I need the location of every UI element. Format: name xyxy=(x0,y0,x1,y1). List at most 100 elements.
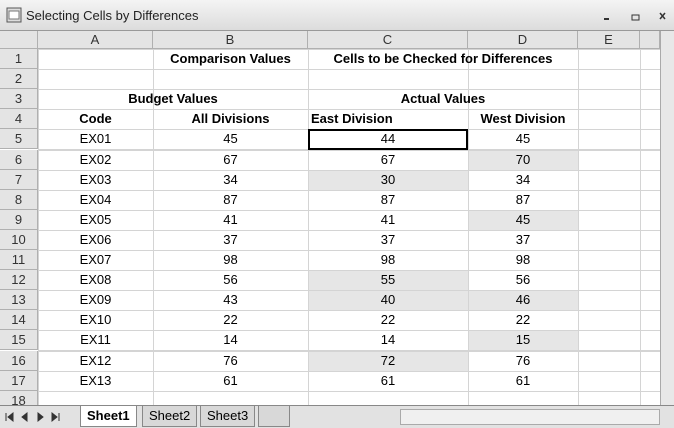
cell-text: 37 xyxy=(515,231,531,247)
cell-text: 98 xyxy=(380,252,396,267)
row-header[interactable]: 6 xyxy=(0,149,38,170)
cell-border xyxy=(640,290,661,312)
cell-border xyxy=(640,250,661,272)
row-header[interactable]: 8 xyxy=(0,189,38,210)
cell-border xyxy=(578,169,641,191)
cell-border xyxy=(640,229,661,251)
horizontal-scrollbar[interactable] xyxy=(400,409,660,425)
cell-border xyxy=(153,69,309,91)
row-header[interactable]: 9 xyxy=(0,209,38,230)
cell-text: 44 xyxy=(380,131,396,147)
cell-border xyxy=(640,109,661,131)
cell-text: EX02 xyxy=(79,151,112,167)
shaded-cell xyxy=(309,271,468,291)
row-header[interactable]: 7 xyxy=(0,169,38,190)
cell-text: 72 xyxy=(380,352,396,368)
row-header[interactable]: 1 xyxy=(0,49,38,70)
cell-text: 37 xyxy=(223,231,238,247)
row-header[interactable]: 13 xyxy=(0,290,38,311)
active-cell xyxy=(308,129,468,151)
cell-text: 22 xyxy=(515,312,531,328)
cell-text: 45 xyxy=(515,211,531,227)
cell-text: 61 xyxy=(515,372,531,388)
row-header[interactable]: 11 xyxy=(0,250,38,271)
cell-border xyxy=(38,49,154,71)
new-sheet-tab[interactable] xyxy=(258,406,290,427)
cell-border xyxy=(640,350,661,372)
cell-border xyxy=(640,49,661,71)
cell-border xyxy=(578,49,641,71)
column-header[interactable]: E xyxy=(578,31,640,49)
cell-text: 22 xyxy=(380,312,396,328)
cell-text: 67 xyxy=(223,151,238,167)
cell-border xyxy=(640,89,661,111)
cell-text: 14 xyxy=(223,332,238,348)
cell-text: 46 xyxy=(515,292,531,308)
column-header[interactable]: B xyxy=(153,31,308,49)
row-header[interactable]: 4 xyxy=(0,109,38,130)
row-header[interactable]: 15 xyxy=(0,330,38,351)
cell-border xyxy=(640,169,661,191)
sheet-tab[interactable]: Sheet3 xyxy=(200,406,256,427)
shaded-cell xyxy=(309,170,468,190)
cell-border xyxy=(578,330,641,352)
window-title: Selecting Cells by Differences xyxy=(26,8,199,23)
cell-text: 56 xyxy=(515,272,531,288)
cell-text: Cells to be Checked for Differences xyxy=(333,51,553,66)
row-header[interactable]: 16 xyxy=(0,350,38,371)
cell-border xyxy=(640,370,661,392)
cell-border xyxy=(38,69,154,91)
cell-text: 70 xyxy=(515,151,531,167)
row-header[interactable]: 10 xyxy=(0,229,38,250)
cell-text: 56 xyxy=(223,272,238,288)
cell-text: Actual Values xyxy=(400,91,486,107)
shaded-cell xyxy=(309,351,468,371)
cell-text: EX06 xyxy=(79,231,112,247)
cell-border xyxy=(640,189,661,211)
cell-text: 41 xyxy=(380,211,396,227)
cell-text: 98 xyxy=(515,252,531,267)
cell-text: 87 xyxy=(223,191,238,207)
cell-text: All Divisions xyxy=(191,111,270,127)
cell-text: 37 xyxy=(380,231,396,247)
column-header xyxy=(640,31,660,49)
sheet-grid: A B C D E 1 2 3 4 5 6 7 8 9 10 11 12 13 14 15 16 17 18 Comparis… xyxy=(0,31,661,412)
cell-border xyxy=(468,69,579,91)
sheet-tab[interactable]: Sheet1 xyxy=(80,406,137,427)
cell-border xyxy=(308,69,469,91)
cell-text: 76 xyxy=(223,352,238,368)
sheet-tab[interactable]: Sheet2 xyxy=(142,406,198,427)
row-header[interactable]: 12 xyxy=(0,270,38,291)
cell-text: 55 xyxy=(380,272,396,288)
cell-border xyxy=(578,209,641,231)
cell-border xyxy=(578,149,641,171)
cell-text: EX08 xyxy=(79,272,112,288)
column-header[interactable]: A xyxy=(38,31,153,49)
cell-text: 61 xyxy=(223,372,238,388)
vertical-scrollbar[interactable] xyxy=(660,31,674,405)
cell-text: EX13 xyxy=(79,372,112,388)
cell-border xyxy=(578,69,641,91)
tab-scroll-buttons[interactable] xyxy=(4,411,74,423)
cell-text: 43 xyxy=(223,292,238,308)
shaded-cell xyxy=(469,291,578,311)
cell-text: 87 xyxy=(515,191,531,207)
cell-border xyxy=(640,209,661,231)
cell-text: 22 xyxy=(223,312,238,328)
row-header[interactable]: 14 xyxy=(0,310,38,331)
cell-text: EX05 xyxy=(79,211,112,227)
cell-text: EX11 xyxy=(80,332,111,348)
row-header[interactable]: 3 xyxy=(0,89,38,110)
cell-border xyxy=(578,109,641,131)
row-header[interactable]: 17 xyxy=(0,370,38,391)
column-header[interactable]: C xyxy=(308,31,468,49)
window-controls[interactable] xyxy=(590,8,674,24)
cell-text: Budget Values xyxy=(128,91,218,107)
shaded-cell xyxy=(309,291,468,311)
row-header[interactable]: 2 xyxy=(0,69,38,90)
cell-text: 98 xyxy=(223,252,238,267)
column-header[interactable]: D xyxy=(468,31,578,49)
row-header[interactable]: 5 xyxy=(0,129,38,150)
cell-text: 67 xyxy=(380,151,396,167)
